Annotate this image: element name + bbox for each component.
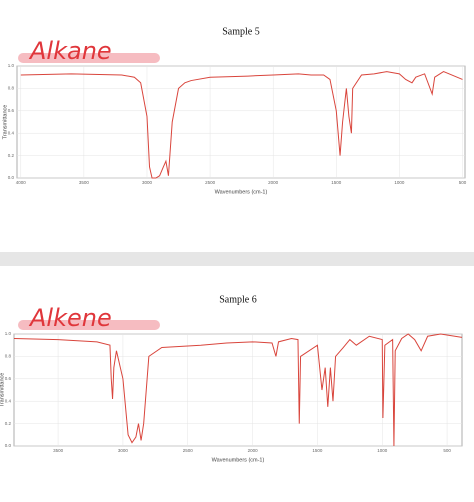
y-axis-label: Transmittance xyxy=(2,105,8,140)
y-tick-label: 0.0 xyxy=(5,443,12,448)
y-tick-label: 1.0 xyxy=(8,63,15,68)
plot-area xyxy=(13,333,463,447)
y-tick-label: 0.0 xyxy=(8,175,15,180)
x-tick-label: 500 xyxy=(443,448,451,453)
spectrum-line xyxy=(20,71,463,179)
x-tick-label: 1500 xyxy=(312,448,323,453)
x-tick-label: 500 xyxy=(459,180,467,185)
x-tick-label: 2000 xyxy=(248,448,259,453)
y-tick-label: 0.4 xyxy=(5,398,12,403)
y-tick-label: 0.8 xyxy=(5,354,12,359)
x-tick-label: 3000 xyxy=(142,180,153,185)
x-tick-label: 4000 xyxy=(16,180,27,185)
x-tick-label: 3000 xyxy=(118,448,129,453)
spectrum-line xyxy=(13,333,463,447)
x-tick-label: 1000 xyxy=(394,180,405,185)
x-tick-label: 1500 xyxy=(331,180,342,185)
y-tick-label: 0.6 xyxy=(5,376,12,381)
highlight xyxy=(18,320,160,330)
x-axis-label: Wavenumbers (cm-1) xyxy=(212,457,265,463)
annotation: Alkane xyxy=(28,37,112,65)
annotation: Alkene xyxy=(28,304,112,332)
separator xyxy=(0,252,474,266)
y-tick-label: 0.8 xyxy=(8,86,15,91)
y-tick-label: 0.2 xyxy=(8,153,15,158)
chart-title: Sample 6 xyxy=(219,294,257,305)
y-tick-label: 0.2 xyxy=(5,421,12,426)
x-tick-label: 2500 xyxy=(205,180,216,185)
x-tick-label: 3500 xyxy=(79,180,90,185)
x-tick-label: 1000 xyxy=(377,448,388,453)
x-axis-label: Wavenumbers (cm-1) xyxy=(215,189,268,195)
y-tick-label: 0.6 xyxy=(8,108,15,113)
chart-title: Sample 5 xyxy=(222,26,260,37)
x-tick-label: 2000 xyxy=(268,180,279,185)
highlight xyxy=(18,53,160,63)
plot-area xyxy=(16,65,466,179)
y-tick-label: 0.4 xyxy=(8,130,15,135)
y-axis-label: Transmittance xyxy=(0,373,5,408)
x-tick-label: 2500 xyxy=(183,448,194,453)
x-tick-label: 3500 xyxy=(53,448,64,453)
y-tick-label: 1.0 xyxy=(5,331,12,336)
